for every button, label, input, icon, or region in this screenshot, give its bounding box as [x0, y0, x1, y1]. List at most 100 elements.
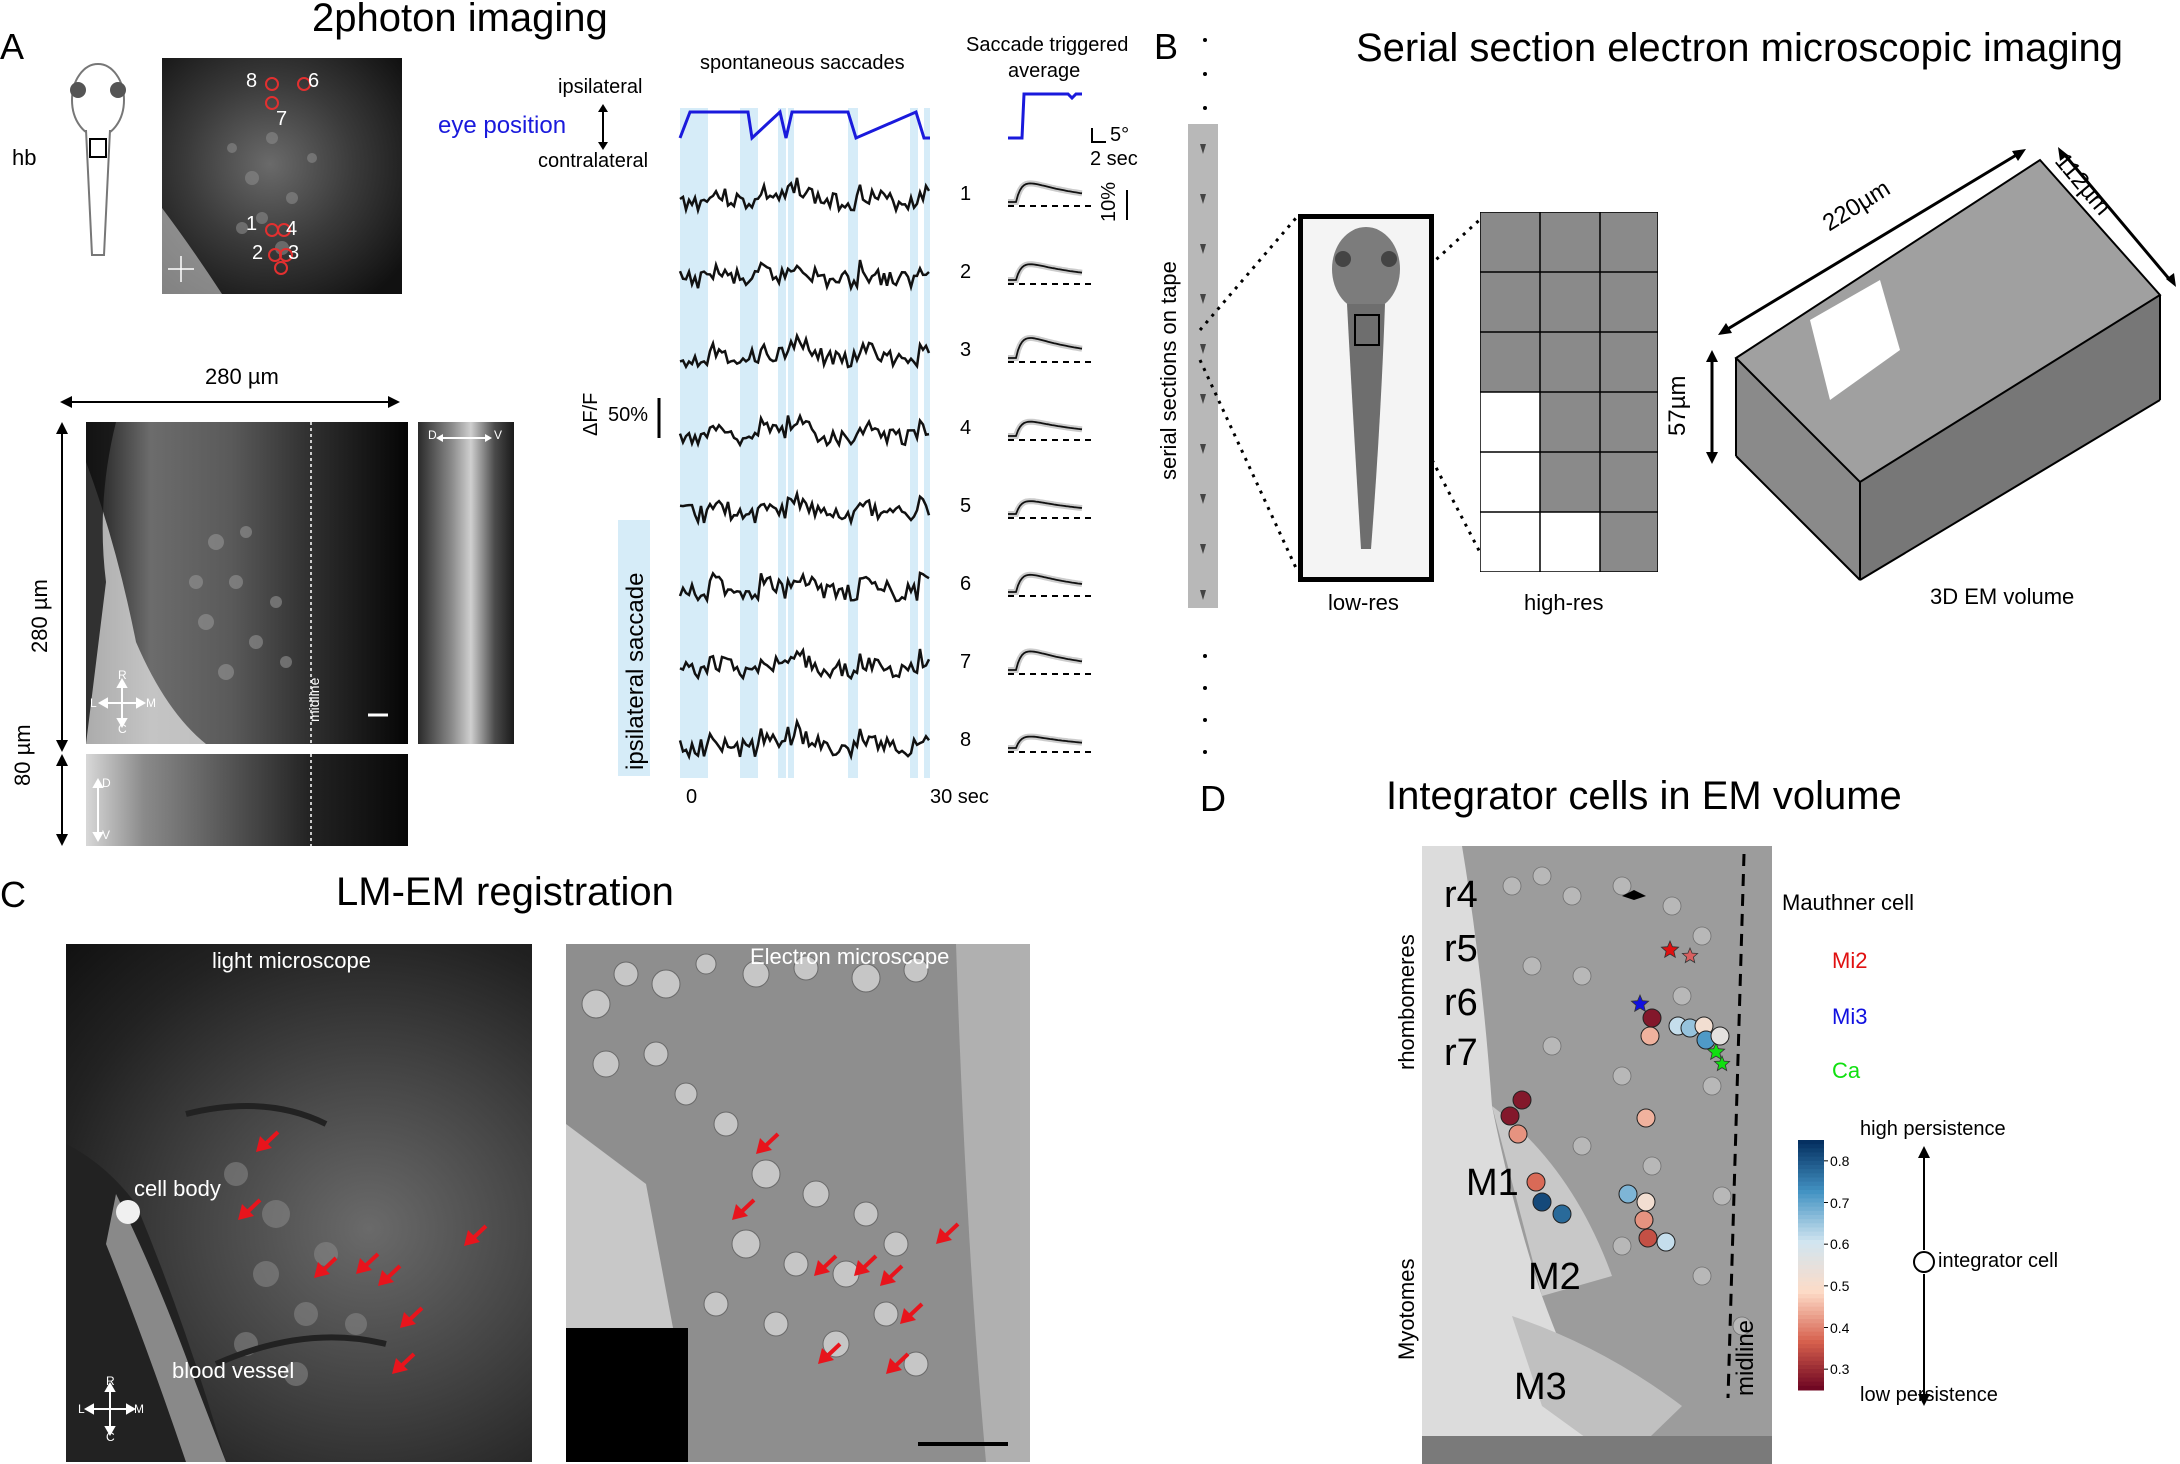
colorbar-segment-22 — [1798, 1231, 1824, 1237]
colorbar-segment-47 — [1798, 1335, 1824, 1341]
colorbar-segment-29 — [1798, 1260, 1824, 1266]
ipsilateral-saccade-legend-box — [618, 520, 650, 776]
scale-deg-label: 5° — [1110, 124, 1130, 146]
low-res-em-image — [1298, 214, 1434, 582]
persistence-arrow — [1913, 1146, 1935, 1406]
cell-label-3: 3 — [288, 242, 300, 264]
colorbar-segment-35 — [1798, 1285, 1824, 1291]
compass-lm-m: M — [134, 1402, 144, 1416]
compass-lm-l: L — [78, 1402, 85, 1416]
pct50-label: 50% — [608, 404, 649, 426]
colorbar-segment-56 — [1798, 1373, 1824, 1378]
colorbar-segment-10 — [1798, 1181, 1824, 1187]
compass-small-icon — [168, 256, 194, 282]
cell-label-6: 6 — [308, 70, 320, 92]
compass-dv-icon — [436, 434, 492, 442]
low-res-label: low-res — [1328, 590, 1399, 615]
compass-r: R — [118, 668, 127, 682]
em-arrowhead-4 — [880, 1270, 896, 1286]
colorbar-segment-50 — [1798, 1348, 1824, 1353]
sta-mean-8 — [1008, 735, 1083, 749]
ca-star-2 — [1713, 1054, 1731, 1072]
colorbar-segment-37 — [1798, 1294, 1824, 1299]
colorbar-segment-19 — [1798, 1219, 1824, 1224]
colorbar-segment-44 — [1798, 1323, 1824, 1328]
dim-arrow-80 — [56, 754, 68, 846]
panel-c-title: LM-EM registration — [336, 870, 674, 914]
calcium-traces-plot: 1 2 3 4 5 6 7 8 — [678, 108, 971, 778]
colorbar-segment-20 — [1798, 1223, 1824, 1228]
compass-lm-r: R — [106, 1374, 115, 1388]
em-arrowhead-5 — [900, 1308, 916, 1324]
light-microscope-image: R L M C light microscope cell body blood… — [66, 944, 532, 1462]
colorbar-tick-0: 0.8 — [1830, 1152, 1850, 1169]
high-res-em-mosaic — [1480, 212, 1658, 572]
integrator-cell-7 — [1512, 1090, 1532, 1110]
sta-mean-1 — [1008, 182, 1083, 203]
trace-cell-5 — [679, 488, 931, 527]
dim-arrow-280-h — [60, 396, 400, 408]
colorbar-segment-11 — [1798, 1185, 1824, 1191]
integrator-cell-15 — [1636, 1192, 1656, 1212]
trace-number-5: 5 — [960, 495, 971, 517]
compass-rlmc-icon — [97, 677, 147, 729]
trace-cell-3 — [679, 331, 931, 370]
cell-body-label: cell body — [134, 1176, 221, 1201]
mi3-label: Mi3 — [1832, 1004, 1868, 1029]
panel-b-letter: B — [1154, 26, 1179, 67]
sta-mean-3 — [1008, 337, 1083, 359]
colorbar-segment-4 — [1798, 1156, 1824, 1162]
midline-label-d: midline — [1732, 1319, 1759, 1396]
em-arrowhead-1 — [732, 1204, 748, 1220]
trace-number-1: 1 — [960, 183, 971, 205]
mi2-label: Mi2 — [1832, 948, 1868, 973]
em-arrowhead-7 — [936, 1228, 952, 1244]
trace-number-7: 7 — [960, 651, 971, 673]
colorbar-segment-58 — [1798, 1381, 1824, 1387]
serial-sections-label: serial sections on tape — [1156, 261, 1181, 480]
colorbar-segment-3 — [1798, 1152, 1824, 1158]
integrator-cell-0 — [1642, 1008, 1662, 1028]
colorbar-segment-59 — [1798, 1385, 1824, 1391]
em-volume-label: 3D EM volume — [1930, 584, 2075, 609]
ca-star-1 — [1706, 1041, 1726, 1061]
lm-arrowhead-1 — [238, 1204, 254, 1220]
ipsilateral-label: ipsilateral — [558, 76, 643, 98]
em-integrator-image: r4 r5 r6 r7 M1 M2 M3 midline — [1422, 846, 1772, 1464]
colorbar-segment-16 — [1798, 1206, 1824, 1212]
scale-bar-50 — [657, 398, 661, 438]
integrator-cell-1 — [1640, 1026, 1660, 1046]
lm-arrowhead-0 — [256, 1136, 272, 1152]
colorbar-segment-36 — [1798, 1290, 1824, 1295]
integrator-cell-17 — [1638, 1228, 1658, 1248]
colorbar-segment-51 — [1798, 1352, 1824, 1358]
dim-57-label: 57µm — [1664, 375, 1691, 436]
midline-label-a: midline — [306, 677, 322, 722]
colorbar-tick-1: 0.7 — [1830, 1194, 1850, 1211]
panel-c-letter: C — [0, 874, 26, 915]
colorbar-segment-17 — [1798, 1210, 1824, 1216]
colorbar-segment-18 — [1798, 1215, 1824, 1220]
compass-lm-c: C — [106, 1430, 115, 1444]
serial-sections-tape-image — [1188, 124, 1218, 608]
colorbar-segment-7 — [1798, 1169, 1824, 1174]
panel-b-title: Serial section electron microscopic imag… — [1356, 26, 2123, 70]
colorbar-tick-5: 0.3 — [1830, 1361, 1850, 1378]
colorbar-segment-12 — [1798, 1190, 1824, 1195]
trace-cell-6 — [678, 571, 930, 605]
two-photon-xy-image: R L M C midline — [86, 422, 408, 744]
compass-v-bottom: V — [102, 828, 111, 842]
mi3-star — [1630, 993, 1650, 1013]
m3-label: M3 — [1514, 1366, 1567, 1408]
colorbar-segment-33 — [1798, 1277, 1824, 1283]
sta-mean-7 — [1008, 650, 1083, 671]
sta-title-2: average — [1008, 60, 1081, 82]
integrator-cell-9 — [1508, 1124, 1528, 1144]
compass-dv-bottom-icon — [92, 777, 104, 843]
cell-label-2: 2 — [252, 242, 264, 264]
integrator-cell-18 — [1656, 1232, 1676, 1252]
colorbar-segment-6 — [1798, 1165, 1824, 1170]
compass-m: M — [146, 696, 156, 710]
r7-label: r7 — [1444, 1032, 1478, 1074]
colorbar-segment-27 — [1798, 1252, 1824, 1258]
